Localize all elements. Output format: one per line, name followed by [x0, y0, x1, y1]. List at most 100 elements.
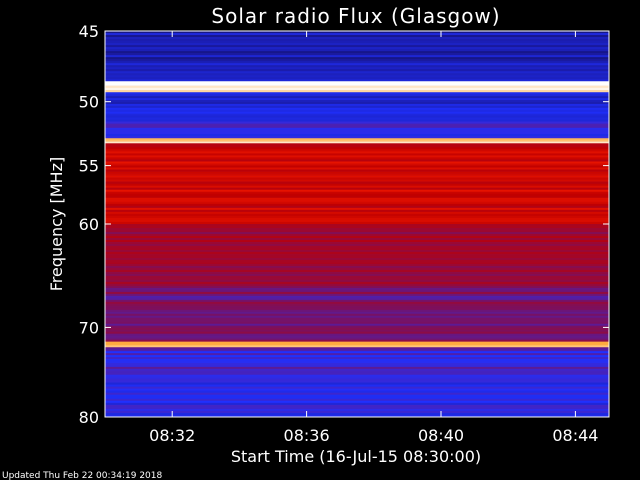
heatmap-band: [105, 329, 609, 332]
heatmap-band: [105, 49, 609, 52]
heatmap-band: [105, 189, 609, 193]
heatmap-band: [105, 136, 609, 139]
heatmap-band: [105, 100, 609, 103]
x-tick-label: 08:44: [552, 426, 598, 445]
y-tick-label: 70: [79, 318, 99, 337]
heatmap-band: [105, 121, 609, 124]
heatmap-band: [105, 299, 609, 303]
heatmap-band: [105, 313, 609, 317]
heatmap-band: [105, 157, 609, 160]
heatmap-band: [105, 402, 609, 406]
heatmap-band: [105, 263, 609, 267]
heatmap-band: [105, 297, 609, 301]
heatmap-band: [105, 339, 609, 342]
heatmap-band: [105, 139, 609, 142]
heatmap-band: [105, 345, 609, 348]
heatmap-band: [105, 233, 609, 237]
heatmap-band: [105, 41, 609, 44]
heatmap-band: [105, 185, 609, 188]
heatmap-band: [105, 181, 609, 184]
heatmap-band: [105, 243, 609, 247]
heatmap-band: [105, 31, 609, 34]
heatmap-band: [105, 275, 609, 279]
heatmap-band: [105, 241, 609, 245]
heatmap-band: [105, 205, 609, 209]
heatmap-band: [105, 249, 609, 253]
heatmap-band: [105, 259, 609, 263]
heatmap-band: [105, 261, 609, 265]
heatmap-band: [105, 382, 609, 385]
heatmap-band: [105, 370, 609, 374]
heatmap-band: [105, 337, 609, 340]
heatmap-band: [105, 149, 609, 152]
heatmap-band: [105, 287, 609, 291]
heatmap-band: [105, 92, 609, 95]
heatmap-band: [105, 325, 609, 329]
heatmap-band: [105, 171, 609, 174]
heatmap-band: [105, 47, 609, 50]
heatmap-band: [105, 303, 609, 307]
heatmap-band: [105, 35, 609, 38]
heatmap-band: [105, 45, 609, 48]
heatmap-band: [105, 57, 609, 60]
heatmap-band: [105, 333, 609, 336]
heatmap-band: [105, 67, 609, 70]
heatmap-band: [105, 368, 609, 372]
heatmap-band: [105, 115, 609, 118]
heatmap-band: [105, 61, 609, 64]
heatmap-band: [105, 251, 609, 255]
heatmap-band: [105, 129, 609, 133]
heatmap-band: [105, 111, 609, 114]
heatmap-band: [105, 357, 609, 360]
heatmap-band: [105, 388, 609, 391]
heatmap-band: [105, 87, 609, 91]
heatmap-band: [105, 159, 609, 162]
heatmap-band: [105, 309, 609, 313]
heatmap-band: [105, 323, 609, 327]
x-axis: 08:32 08:36 08:40 08:44: [149, 31, 598, 445]
heatmap-band: [105, 305, 609, 309]
heatmap-band: [105, 394, 609, 398]
heatmap-band: [105, 83, 609, 86]
heatmap-band: [105, 195, 609, 199]
heatmap-band: [105, 360, 609, 364]
heatmap-band: [105, 273, 609, 277]
heatmap-band: [105, 335, 609, 338]
heatmap-band: [105, 39, 609, 42]
heatmap-band: [105, 279, 609, 283]
x-tick-label: 08:36: [284, 426, 330, 445]
heatmap-band: [105, 51, 609, 54]
heatmap-band: [105, 289, 609, 293]
heatmap-band: [105, 400, 609, 404]
heatmap-band: [105, 380, 609, 383]
heatmap-band: [105, 147, 609, 150]
heatmap-band: [105, 138, 609, 141]
heatmap-band: [105, 224, 609, 227]
heatmap-band: [105, 215, 609, 219]
heatmap-band: [105, 398, 609, 402]
heatmap-band: [105, 151, 609, 154]
heatmap-band: [105, 295, 609, 299]
heatmap-band: [105, 291, 609, 295]
heatmap-band: [105, 293, 609, 297]
heatmap-band: [105, 59, 609, 62]
heatmap-band: [105, 231, 609, 235]
heatmap-band: [105, 101, 609, 105]
heatmap-band: [105, 213, 609, 217]
heatmap-band: [105, 315, 609, 319]
heatmap-band: [105, 319, 609, 323]
heatmap-band: [105, 107, 609, 111]
heatmap-band: [105, 271, 609, 275]
heatmap-band: [105, 364, 609, 368]
heatmap-band: [105, 355, 609, 358]
heatmap-band: [105, 235, 609, 239]
heatmap-band: [105, 347, 609, 350]
heatmap-band: [105, 103, 609, 107]
heatmap-band: [105, 255, 609, 259]
heatmap-band: [105, 207, 609, 211]
heatmap-band: [105, 141, 609, 144]
heatmap-band: [105, 63, 609, 66]
heatmap-band: [105, 257, 609, 261]
heatmap-band: [105, 201, 609, 205]
heatmap-band: [105, 269, 609, 273]
